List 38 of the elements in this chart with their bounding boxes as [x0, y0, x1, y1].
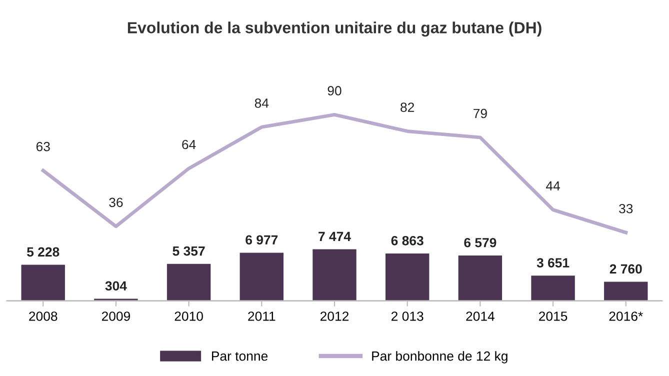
x-tick-label: 2008	[29, 312, 58, 321]
bar	[604, 282, 648, 301]
data-label: 79	[474, 108, 487, 118]
data-label: 64	[182, 140, 196, 150]
x-tick-label: 2011	[248, 312, 276, 321]
data-label: 82	[400, 102, 414, 112]
x-tick-label: 2014	[466, 312, 494, 321]
data-label: 2 760	[610, 264, 642, 274]
bar	[240, 252, 284, 301]
bar	[312, 249, 356, 301]
data-label: 36	[109, 198, 123, 208]
x-tick-label: 2 013	[392, 312, 424, 321]
data-label: 3 651	[536, 258, 570, 268]
x-tick-label: 2012	[320, 312, 349, 321]
data-label: 304	[105, 281, 127, 291]
data-label: 84	[254, 98, 269, 108]
legend-label: Par bonbonne de 12 kg	[372, 351, 508, 364]
bar	[458, 255, 502, 301]
data-label: 6 977	[246, 235, 278, 245]
data-label: 6 579	[464, 238, 496, 248]
chart-title: Evolution de la subvention unitaire du gaz butane (DH)	[128, 22, 542, 37]
bar	[531, 276, 575, 301]
bar	[385, 253, 430, 301]
x-tick-label: 2015	[539, 312, 568, 321]
data-label: 5 357	[172, 246, 205, 256]
bar	[21, 264, 65, 301]
x-tick-label: 2010	[174, 312, 203, 321]
bar	[166, 264, 211, 301]
x-tick-label: 2009	[102, 312, 130, 321]
data-label: 44	[546, 181, 560, 190]
data-label: 7 474	[318, 232, 351, 241]
data-label: 5 228	[27, 247, 60, 257]
x-tick-label: 2016*	[609, 312, 643, 321]
data-label: 33	[619, 204, 633, 214]
data-label: 6 863	[391, 236, 424, 246]
legend-label: Par tonne	[212, 352, 268, 361]
data-label: 63	[36, 142, 50, 152]
data-label: 90	[328, 86, 342, 96]
